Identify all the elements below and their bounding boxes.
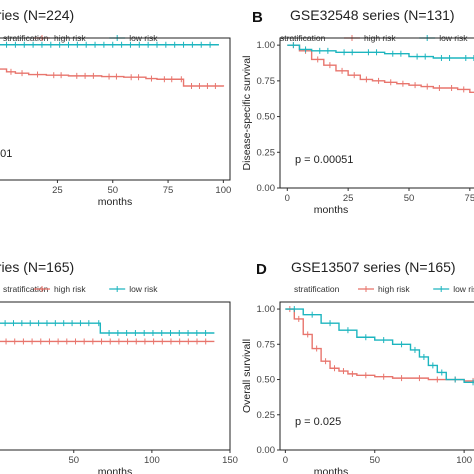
p-value: 001 xyxy=(0,148,12,160)
y-tick-label: 1.00 xyxy=(257,304,276,315)
plot-frame xyxy=(0,37,231,181)
x-tick-label: 100 xyxy=(144,455,160,466)
x-tick-label: 75 xyxy=(163,185,174,196)
legend: stratification high risk low risk xyxy=(294,284,474,294)
x-tick-label: 25 xyxy=(343,193,354,204)
y-tick-label: 0.50 xyxy=(257,112,276,123)
x-tick-label: 100 xyxy=(456,455,472,466)
x-tick-label: 50 xyxy=(404,193,415,204)
panel-letter: B xyxy=(252,9,263,26)
y-tick-label: 0.25 xyxy=(257,410,276,421)
legend-label-2: low risk xyxy=(453,284,474,294)
chart-panel-3: series (N=165) stratification high risk low… xyxy=(0,259,238,474)
series-line-high-risk xyxy=(285,308,474,382)
y-tick-label: 0.25 xyxy=(257,147,276,158)
x-axis-title: months xyxy=(98,196,132,208)
legend-label-1: high risk xyxy=(378,284,410,294)
plot-frame xyxy=(279,301,474,451)
legend-label-2: low risk xyxy=(129,284,158,294)
y-tick-label: 0.00 xyxy=(257,445,276,456)
p-value: p = 0.025 xyxy=(295,416,341,428)
legend-label-1: high risk xyxy=(54,284,86,294)
y-tick-label: 0.75 xyxy=(257,339,276,350)
x-axis-title: months xyxy=(314,204,348,216)
y-tick-label: 1.00 xyxy=(257,40,276,51)
chart-panel-4: D GSE13507 series (N=165) stratification hi… xyxy=(241,259,474,474)
y-axis-title: Overall survivall xyxy=(241,339,253,413)
panel-letter: D xyxy=(256,261,267,278)
x-axis-title: months xyxy=(98,466,132,474)
series-line-low-risk xyxy=(285,308,474,384)
y-tick-label: 0.00 xyxy=(257,183,276,194)
y-axis-title: Disease-specific survival xyxy=(241,56,253,171)
legend-title: stratification xyxy=(3,284,49,294)
series-line-low-risk xyxy=(0,322,215,334)
x-tick-label: 75 xyxy=(465,193,474,204)
x-tick-label: 50 xyxy=(369,455,380,466)
p-value: p = 0.00051 xyxy=(295,154,353,166)
x-tick-label: 25 xyxy=(52,185,63,196)
x-tick-label: 150 xyxy=(222,455,238,466)
x-tick-label: 50 xyxy=(68,455,79,466)
x-tick-label: 50 xyxy=(107,185,118,196)
y-tick-label: 0.75 xyxy=(257,76,276,87)
legend: stratification high risk low risk xyxy=(3,284,158,294)
plot-frame xyxy=(279,37,474,189)
chart-panel-2: B GSE32548 series (N=131)stratification hi… xyxy=(241,7,474,216)
chart-title: series (N=165) xyxy=(0,259,74,275)
plot-frame xyxy=(0,301,231,451)
x-axis-title: months xyxy=(314,466,348,474)
chart-title: GSE13507 series (N=165) xyxy=(291,259,456,275)
legend-title: stratification xyxy=(294,284,340,294)
x-tick-label: 0 xyxy=(283,455,288,466)
y-tick-label: 0.50 xyxy=(257,375,276,386)
x-tick-label: 100 xyxy=(215,185,231,196)
chart-title: GSE32548 series (N=131) xyxy=(290,7,455,23)
series-line-high-risk xyxy=(287,44,474,93)
x-tick-label: 0 xyxy=(285,193,290,204)
series-line-low-risk xyxy=(287,44,474,59)
chart-title: series (N=224) xyxy=(0,7,74,23)
series-line-high-risk xyxy=(0,68,225,87)
